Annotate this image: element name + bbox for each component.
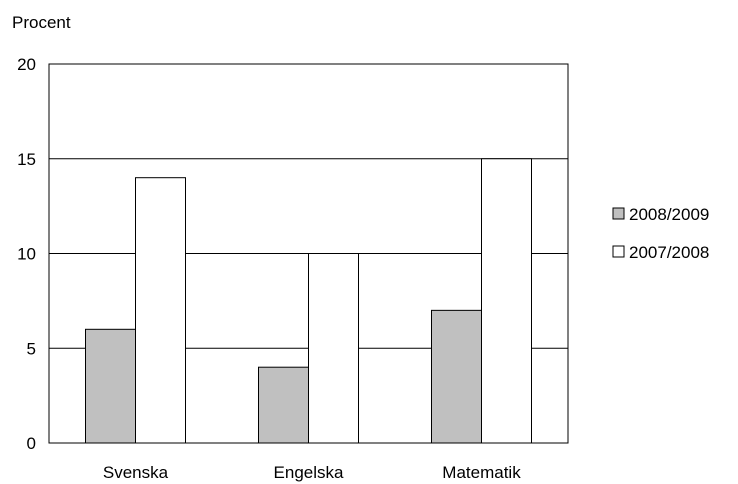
bars <box>85 158 532 444</box>
x-tick-label: Matematik <box>442 463 521 482</box>
x-tick-labels: Svenska Engelska Matematik <box>103 463 521 482</box>
bar <box>481 158 532 444</box>
y-tick-label: 0 <box>27 434 36 453</box>
x-tick-label: Svenska <box>103 463 169 482</box>
bar <box>135 177 186 444</box>
legend-label: 2008/2009 <box>629 205 709 224</box>
bar <box>308 253 359 444</box>
plot-area-frame <box>48 63 569 444</box>
y-tick-labels: 0 5 10 15 20 <box>17 55 36 453</box>
bar <box>431 309 482 444</box>
y-axis-label: Procent <box>12 13 71 32</box>
legend: 2008/2009 2007/2008 <box>612 205 709 262</box>
y-tick-label: 15 <box>17 150 36 169</box>
legend-swatch <box>612 207 625 220</box>
x-tick-label: Engelska <box>274 463 344 482</box>
legend-swatch <box>612 245 625 258</box>
bar <box>85 328 136 444</box>
y-tick-label: 5 <box>27 339 36 358</box>
legend-label: 2007/2008 <box>629 243 709 262</box>
y-tick-label: 10 <box>17 245 36 264</box>
y-tick-label: 20 <box>17 55 36 74</box>
bar <box>258 366 309 444</box>
